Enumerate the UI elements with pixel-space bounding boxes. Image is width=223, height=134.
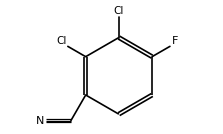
Text: Cl: Cl (114, 6, 124, 16)
Text: Cl: Cl (56, 36, 66, 46)
Text: F: F (171, 36, 178, 46)
Text: N: N (36, 116, 44, 126)
